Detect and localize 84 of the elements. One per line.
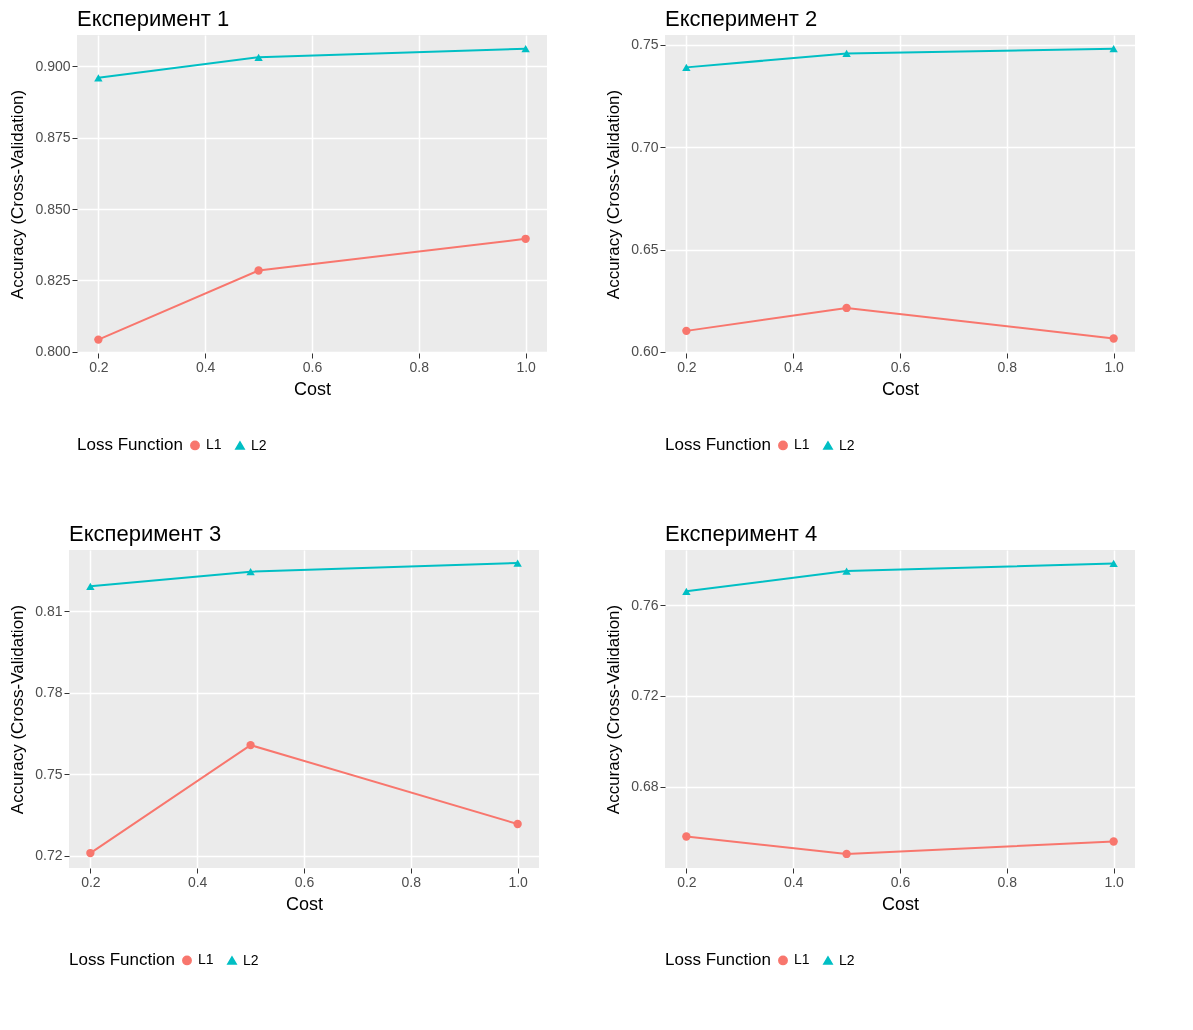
legend-title: Loss Function <box>665 950 771 969</box>
y-tick-label: 0.70 <box>631 138 659 155</box>
x-tick-label: 0.4 <box>783 358 804 375</box>
y-tick-label: 0.900 <box>35 57 71 74</box>
point <box>1109 559 1118 568</box>
point <box>246 740 255 750</box>
y-tick-label: 0.800 <box>35 343 71 360</box>
point <box>682 326 691 336</box>
point <box>94 74 103 82</box>
legend-title: Loss Function <box>69 950 175 969</box>
x-tick-label: 0.2 <box>677 873 697 890</box>
y-tick-label: 0.825 <box>35 271 71 288</box>
y-tick-label: 0.72 <box>35 847 63 864</box>
x-tick-label: 0.6 <box>890 358 911 375</box>
x-tick-label: 1.0 <box>508 873 529 890</box>
y-axis-title: Accuracy (Cross-Validation) <box>604 89 624 300</box>
x-tick-label: 0.6 <box>294 873 315 890</box>
y-tick-label: 0.81 <box>35 602 63 619</box>
y-tick-label: 0.76 <box>631 596 659 613</box>
point <box>513 559 522 567</box>
point <box>1109 837 1118 846</box>
x-tick-label: 0.8 <box>997 873 1018 890</box>
point <box>1109 334 1118 343</box>
x-axis-title: Cost <box>285 893 324 914</box>
point <box>521 234 530 243</box>
x-tick-label: 1.0 <box>1104 873 1125 890</box>
y-tick-label: 0.75 <box>631 36 659 53</box>
x-axis-title: Cost <box>881 378 920 399</box>
legend-label: L1 <box>794 951 810 968</box>
y-tick-label: 0.72 <box>631 687 659 704</box>
point <box>682 63 691 71</box>
legend-label: L1 <box>794 436 810 453</box>
y-tick-label: 0.68 <box>631 778 659 795</box>
legend-label: L2 <box>839 436 855 453</box>
point <box>94 335 103 344</box>
y-tick-label: 0.850 <box>35 200 71 217</box>
x-axis-title: Cost <box>293 378 332 399</box>
chart-title: Експеримент 4 <box>665 521 818 546</box>
point <box>842 849 851 859</box>
point <box>254 53 263 61</box>
x-tick-label: 1.0 <box>1104 358 1125 375</box>
x-tick-label: 0.4 <box>783 873 804 890</box>
point <box>254 266 263 275</box>
point <box>842 567 851 575</box>
x-tick-label: 0.4 <box>195 358 216 375</box>
y-tick-label: 0.875 <box>35 129 71 146</box>
x-tick-label: 0.8 <box>401 873 422 890</box>
legend-label: L2 <box>243 951 259 968</box>
x-tick-label: 0.2 <box>677 358 697 375</box>
point <box>682 832 691 841</box>
point <box>513 819 522 829</box>
y-tick-label: 0.60 <box>631 343 659 360</box>
y-tick-label: 0.75 <box>35 765 63 782</box>
y-tick-label: 0.78 <box>35 684 63 701</box>
x-axis-title: Cost <box>881 893 920 914</box>
x-tick-label: 0.4 <box>187 873 208 890</box>
x-tick-label: 0.2 <box>81 873 101 890</box>
point <box>842 49 851 58</box>
legend-label: L2 <box>839 951 855 968</box>
x-tick-label: 0.8 <box>997 358 1018 375</box>
point <box>86 582 95 590</box>
legend-title: Loss Function <box>665 435 771 454</box>
x-tick-label: 0.2 <box>89 358 109 375</box>
y-axis-title: Accuracy (Cross-Validation) <box>8 604 28 815</box>
point <box>1109 45 1118 53</box>
y-axis-title: Accuracy (Cross-Validation) <box>8 89 28 300</box>
x-tick-label: 1.0 <box>516 358 537 375</box>
legend-label: L1 <box>198 951 214 968</box>
chart-title: Експеримент 1 <box>77 6 230 31</box>
point <box>842 303 851 313</box>
point <box>521 45 530 53</box>
point <box>682 587 691 595</box>
x-tick-label: 0.8 <box>409 358 430 375</box>
chart-title: Експеримент 2 <box>665 6 818 31</box>
x-tick-label: 0.6 <box>890 873 911 890</box>
legend-label: L2 <box>251 436 267 453</box>
x-tick-label: 0.6 <box>302 358 323 375</box>
y-axis-title: Accuracy (Cross-Validation) <box>604 604 624 815</box>
chart-title: Експеримент 3 <box>69 521 222 546</box>
legend-title: Loss Function <box>77 435 183 454</box>
legend-label: L1 <box>206 436 222 453</box>
point <box>86 848 95 858</box>
point <box>246 568 255 576</box>
y-tick-label: 0.65 <box>631 241 659 258</box>
